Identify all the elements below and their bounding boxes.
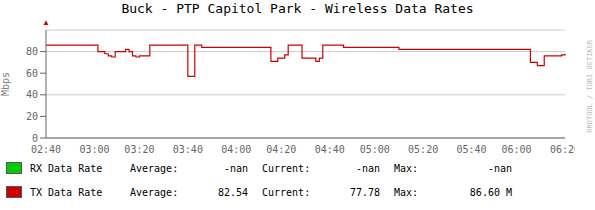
svg-text:05:20: 05:20 [408, 144, 438, 155]
html-text:TX Data Rate: TX Data Rate [30, 186, 103, 198]
svg-text:04:00: 04:00 [221, 144, 251, 155]
svg-text:40: 40 [26, 89, 38, 100]
html-text:Buck - PTP Capitol Park - Wire: Buck - PTP Capitol Park - Wireless Data … [121, 1, 474, 16]
svg-text:0: 0 [32, 133, 38, 144]
svg-text:06:20: 06:20 [550, 144, 575, 155]
html-text:Current:: Current: [262, 186, 311, 198]
svg-text:03:00: 03:00 [79, 144, 109, 155]
html-text:-nan: -nan [355, 162, 380, 174]
html-text:RRDTOOL / TOBI OETIKER: RRDTOOL / TOBI OETIKER [586, 40, 594, 133]
html-text:Max:: Max: [394, 162, 419, 174]
svg-text:03:40: 03:40 [173, 144, 203, 155]
svg-text:04:40: 04:40 [315, 144, 345, 155]
svg-text:02:40: 02:40 [31, 144, 61, 155]
html-text:-nan: -nan [487, 162, 512, 174]
html-text:Average:: Average: [130, 186, 179, 198]
html-text:RX Data Rate: RX Data Rate [30, 162, 103, 174]
html-text:-nan: -nan [223, 162, 248, 174]
svg-text:03:20: 03:20 [124, 144, 154, 155]
html-text:Max:: Max: [394, 186, 419, 198]
html-text:86.60 M: 86.60 M [469, 186, 512, 198]
svg-text:▲: ▲ [42, 18, 50, 27]
svg-text:80: 80 [26, 46, 38, 57]
html-text:Current:: Current: [262, 162, 311, 174]
html-text:Average:: Average: [130, 162, 179, 174]
html-text:77.78: 77.78 [349, 186, 380, 198]
svg-text:Mbps: Mbps [8, 72, 11, 96]
svg-text:05:40: 05:40 [457, 144, 487, 155]
svg-text:04:20: 04:20 [266, 144, 296, 155]
svg-text:20: 20 [26, 111, 38, 122]
svg-text:05:00: 05:00 [360, 144, 390, 155]
svg-text:06:00: 06:00 [502, 144, 532, 155]
html-text:82.54: 82.54 [217, 186, 248, 198]
svg-text:60: 60 [26, 68, 38, 79]
